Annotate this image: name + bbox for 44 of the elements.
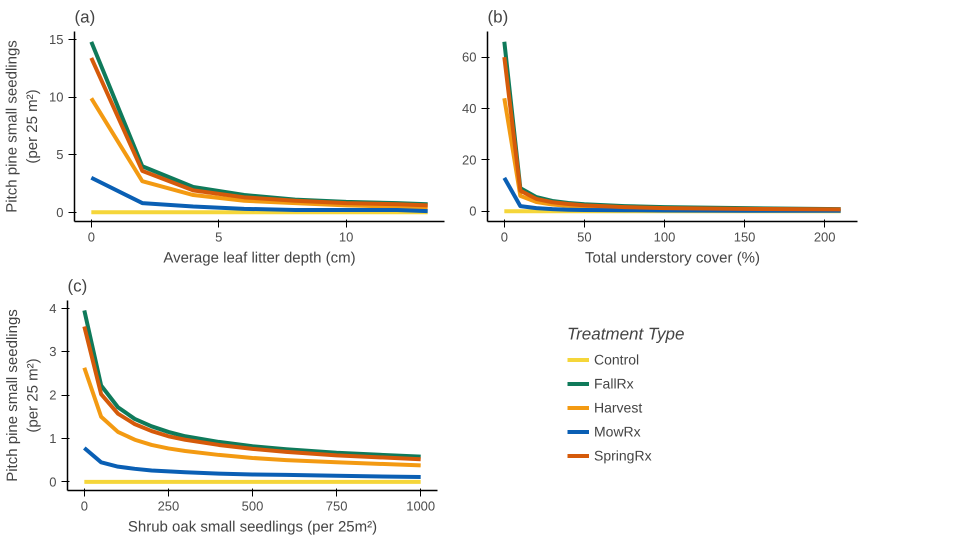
legend-label: Harvest [594, 400, 642, 416]
y-tick-label: 40 [462, 101, 477, 116]
legend-label: FallRx [594, 376, 634, 392]
y-tick-label: 60 [462, 50, 477, 65]
legend-label: SpringRx [594, 448, 652, 464]
x-tick-label: 250 [158, 498, 180, 514]
x-tick-label: 0 [80, 498, 88, 514]
x-tick-label: 0 [88, 230, 95, 244]
x-axis-title: Total understory cover (%) [584, 250, 760, 266]
chart-title: (c) [68, 276, 88, 296]
y-tick-label: 20 [462, 152, 477, 168]
x-tick-label: 500 [242, 498, 264, 514]
x-tick-label: 100 [654, 230, 676, 244]
y-tick-label: 2 [49, 388, 57, 403]
x-tick-label: 5 [215, 230, 222, 244]
line-series [89, 176, 430, 214]
y-tick-label: 15 [49, 32, 64, 48]
x-tick-label: 1000 [406, 498, 436, 514]
legend-title: Treatment Type [567, 324, 684, 344]
legend-label: MowRx [594, 424, 641, 440]
line-series [89, 96, 430, 210]
line-series [82, 366, 423, 468]
legend-label: Control [594, 352, 640, 368]
x-tick-label: 150 [734, 230, 756, 244]
x-tick-label: 0 [500, 230, 508, 244]
y-tick-label: 0 [49, 474, 57, 490]
chart-title: (a) [74, 8, 96, 26]
x-tick-label: 10 [338, 230, 354, 244]
y-tick-label: 3 [49, 344, 57, 360]
chart-title: (b) [488, 8, 508, 26]
x-axis-title: Shrub oak small seedlings (per 25m²) [128, 518, 378, 536]
y-tick-label: 1 [49, 430, 57, 446]
x-tick-label: 50 [577, 230, 592, 244]
x-axis-title: Average leaf litter depth (cm) [163, 250, 356, 266]
y-tick-label: 4 [49, 300, 57, 316]
y-axis-title: Pitch pine small seedlings (per 25 m²) [4, 40, 42, 213]
y-tick-label: 5 [56, 147, 64, 162]
x-tick-label: 750 [326, 498, 348, 514]
y-tick-label: 0 [56, 204, 64, 220]
y-axis-title: Pitch pine small seedlings (per 25 m²) [4, 309, 42, 482]
x-tick-label: 200 [814, 230, 836, 244]
y-tick-label: 10 [49, 90, 64, 105]
y-tick-label: 0 [469, 204, 477, 219]
line-series [82, 446, 423, 480]
